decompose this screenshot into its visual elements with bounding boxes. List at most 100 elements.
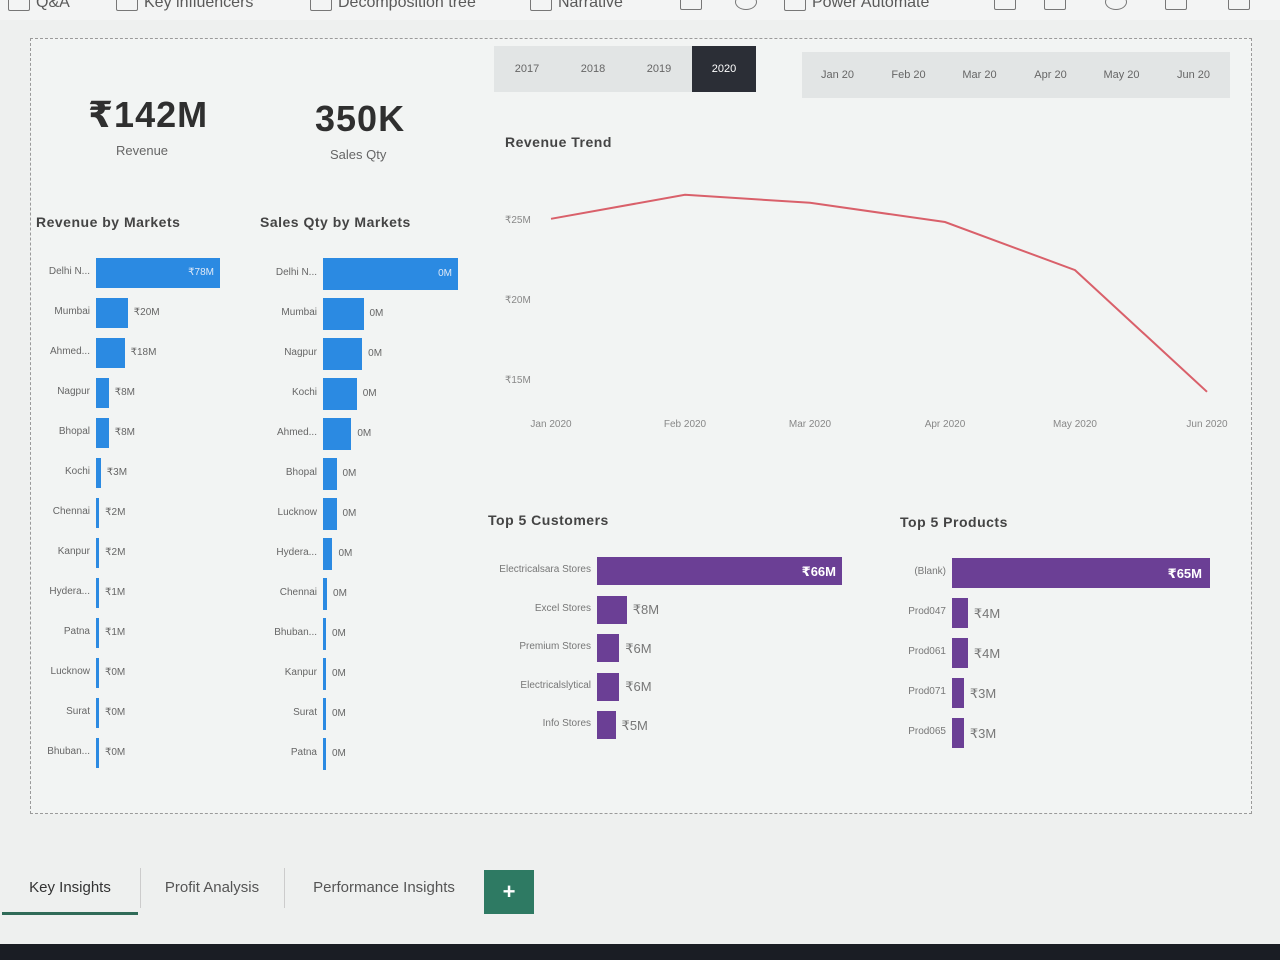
taskbar-strip [0, 944, 1280, 960]
qty-market-data-label: 0M [362, 388, 377, 399]
x-axis-tick-label: Mar 2020 [788, 419, 832, 430]
toolbar-shapes-icon[interactable] [1105, 0, 1127, 10]
customer-category-label: Info Stores [542, 718, 591, 729]
report-canvas [30, 38, 1252, 814]
qty-market-data-label: 0M [369, 308, 384, 319]
qty-market-bar [323, 258, 458, 290]
revenue-market-data-label: ₹0M [105, 707, 126, 718]
customer-data-label: ₹5M [621, 717, 648, 733]
qty-market-data-label: 0M [342, 468, 357, 479]
revenue-market-category-label: Ahmed... [49, 346, 90, 357]
qty-market-bar [323, 738, 326, 770]
toolbar-paginated-icon[interactable] [1228, 0, 1250, 10]
textbox-icon [994, 0, 1016, 10]
customer-category-label: Excel Stores [534, 602, 591, 614]
customer-data-label: ₹66M [801, 563, 836, 579]
revenue-market-bar [96, 578, 99, 608]
toolbar-key-influencers[interactable]: Key influencers [116, 0, 253, 12]
tab-profit-analysis[interactable]: Profit Analysis [164, 878, 260, 896]
qty-market-bar [323, 298, 364, 330]
year-button[interactable]: 2019 [646, 63, 672, 75]
qty-market-bar [323, 538, 333, 570]
x-axis-tick-label: Jan 2020 [530, 419, 572, 430]
product-data-label: ₹4M [973, 605, 1001, 621]
month-button[interactable]: Apr 20 [1034, 69, 1067, 81]
qty-market-category-label: Ahmed... [276, 427, 317, 438]
month-button[interactable]: Jan 20 [820, 69, 855, 81]
automate-icon [784, 0, 806, 11]
toolbar-buttons-icon[interactable] [1165, 0, 1187, 10]
image-icon [1044, 0, 1066, 10]
qty-market-category-label: Bhuban... [274, 627, 317, 638]
chat-icon [8, 0, 30, 11]
revenue-market-bar [96, 338, 125, 368]
revenue-market-category-label: Bhuban... [47, 746, 90, 757]
revenue-market-category-label: Surat [66, 706, 90, 717]
revenue-market-category-label: Kanpur [57, 546, 90, 557]
revenue-market-data-label: ₹78M [188, 267, 214, 278]
revenue-market-bar [96, 618, 99, 648]
qty-kpi-value: 350K [315, 98, 406, 139]
qty-market-bar [323, 458, 337, 490]
add-page-button[interactable]: + [484, 870, 534, 914]
year-button[interactable]: 2017 [514, 63, 540, 75]
toolbar-decomposition-tree[interactable]: Decomposition tree [310, 0, 476, 12]
revenue-market-bar [96, 418, 109, 448]
product-data-label: ₹65M [1167, 565, 1202, 581]
page-tabs: Key Insights Profit Analysis Performance… [0, 862, 1280, 915]
qty-market-bar [323, 338, 363, 370]
customer-bar [597, 634, 620, 662]
product-category-label: Prod071 [908, 686, 946, 697]
product-category-label: Prod061 [908, 646, 946, 657]
revenue-market-bar [96, 538, 100, 568]
toolbar-link-icon[interactable] [735, 0, 757, 10]
customer-bar [597, 672, 620, 701]
y-axis-tick-label: ₹15M [505, 375, 531, 387]
narrative-icon [530, 0, 552, 11]
toolbar-qa[interactable]: Q&A [8, 0, 70, 12]
month-slicer: Jan 20 Feb 20 Mar 20 Apr 20 May 20 Jun 2… [802, 52, 1230, 98]
customer-category-label: Electricalslytical [520, 679, 591, 691]
qty-market-category-label: Kanpur [284, 667, 317, 678]
toolbar-visual-icon[interactable] [680, 0, 702, 10]
revenue-market-bar [96, 298, 128, 328]
product-bar [952, 638, 968, 668]
tab-key-insights[interactable]: Key Insights [2, 862, 138, 915]
month-button[interactable]: Mar 20 [962, 69, 997, 81]
paginated-icon [1228, 0, 1250, 10]
qty-market-bar [323, 378, 357, 410]
tab-performance-insights[interactable]: Performance Insights [313, 878, 455, 896]
buttons-icon [1165, 0, 1187, 10]
x-axis-tick-label: Apr 2020 [924, 419, 966, 430]
qty-market-category-label: Hydera... [276, 547, 317, 558]
x-axis-tick-label: Feb 2020 [663, 419, 707, 430]
revenue-market-category-label: Patna [63, 626, 90, 637]
month-button[interactable]: Feb 20 [891, 69, 926, 81]
x-axis-tick-label: May 2020 [1053, 419, 1097, 430]
link-icon [735, 0, 757, 10]
toolbar-text-icon[interactable] [994, 0, 1016, 10]
revenue-market-bar [96, 698, 99, 728]
revenue-market-bar [96, 258, 220, 288]
qty-market-category-label: Patna [290, 747, 317, 758]
year-button-selected[interactable]: 2020 [692, 46, 756, 92]
qty-market-category-label: Lucknow [277, 507, 317, 518]
month-button[interactable]: May 20 [1103, 69, 1140, 81]
qty-market-bar [323, 578, 328, 610]
qty-market-category-label: Chennai [279, 587, 317, 598]
toolbar-image-icon[interactable] [1044, 0, 1066, 10]
x-axis-tick-label: Jun 2020 [1186, 419, 1228, 430]
revenue-market-data-label: ₹20M [133, 307, 160, 318]
month-button[interactable]: Jun 20 [1176, 69, 1211, 81]
product-bar [952, 718, 964, 748]
revenue-market-bar [96, 738, 99, 768]
toolbar-narrative[interactable]: Narrative [530, 0, 623, 12]
qty-market-category-label: Delhi N... [275, 267, 317, 278]
qty-by-markets-title: Sales Qty by Markets [260, 214, 411, 230]
product-bar [952, 558, 1210, 588]
customer-category-label: Electricalsara Stores [499, 564, 591, 575]
top-customers-title: Top 5 Customers [488, 512, 609, 528]
toolbar-power-automate[interactable]: Power Automate [784, 0, 929, 12]
year-button[interactable]: 2018 [580, 63, 606, 75]
product-bar [952, 598, 968, 628]
